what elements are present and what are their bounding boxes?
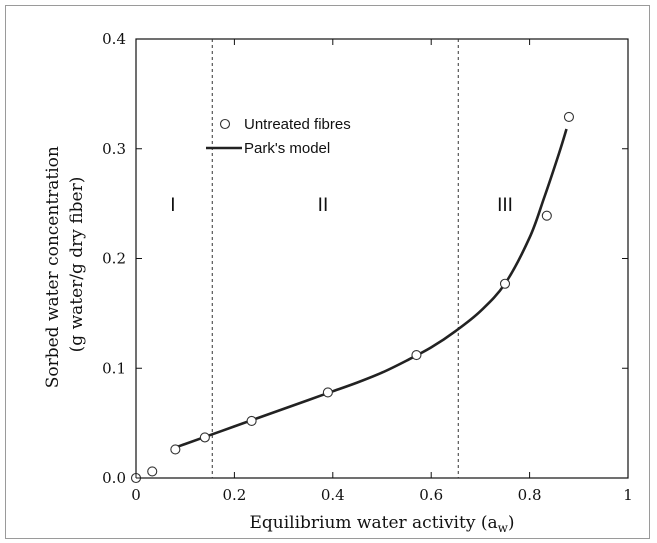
y-tick-label: 0.1	[102, 359, 126, 377]
x-axis-label-main: Equilibrium water activity (a	[249, 513, 497, 533]
x-axis-label-subscript: w	[498, 521, 509, 535]
y-tick-label: 0.2	[102, 250, 126, 268]
plot-frame	[135, 38, 629, 479]
untreated-fibres-markers	[130, 111, 575, 484]
legend: Untreated fibres Park's model	[206, 116, 351, 157]
x-tick-label: 1	[623, 486, 633, 504]
data-point-marker	[170, 444, 181, 455]
y-axis-label: Sorbed water concentration (g water/g dr…	[43, 141, 87, 389]
y-axis-label-line2: (g water/g dry fiber)	[67, 177, 87, 353]
x-axis-label: Equilibrium water activity (aw)	[249, 513, 514, 535]
data-point-marker	[563, 111, 575, 122]
x-axis-ticks: 0 0.2 0.4 0.6 0.8 1	[131, 39, 633, 504]
legend-label-untreated-fibres: Untreated fibres	[244, 116, 351, 133]
data-point-marker	[147, 466, 158, 477]
data-point-marker	[246, 415, 257, 426]
region-divider-lines	[211, 39, 459, 478]
y-tick-label: 0.0	[102, 469, 126, 487]
x-tick-label: 0.2	[222, 486, 246, 504]
data-point-marker	[411, 350, 422, 361]
region-labels: I II III	[170, 195, 513, 216]
region-label-1: I	[170, 195, 175, 216]
x-tick-label: 0	[131, 486, 141, 504]
region-label-2: II	[318, 195, 329, 216]
x-axis-label-close: )	[508, 513, 515, 533]
figure-frame	[5, 5, 650, 539]
data-point-marker	[541, 210, 552, 221]
region-label-3: III	[497, 195, 513, 216]
legend-label-parks-model: Park's model	[244, 140, 330, 157]
plot-area	[135, 38, 629, 479]
y-axis-ticks: 0.0 0.1 0.2 0.3 0.4	[102, 30, 628, 487]
y-axis-label-line1: Sorbed water concentration	[43, 146, 63, 388]
parks-model-line	[172, 128, 568, 450]
y-tick-label: 0.4	[102, 30, 126, 48]
x-tick-label: 0.4	[321, 486, 345, 504]
parks-model-curve	[172, 128, 568, 450]
legend-marker-untreated-fibres	[219, 118, 231, 130]
x-tick-label: 0.8	[518, 486, 542, 504]
data-point-marker	[199, 432, 210, 443]
y-tick-label: 0.3	[102, 140, 126, 158]
data-point-marker	[499, 278, 511, 289]
data-point-marker	[322, 387, 333, 398]
x-tick-label: 0.6	[419, 486, 443, 504]
